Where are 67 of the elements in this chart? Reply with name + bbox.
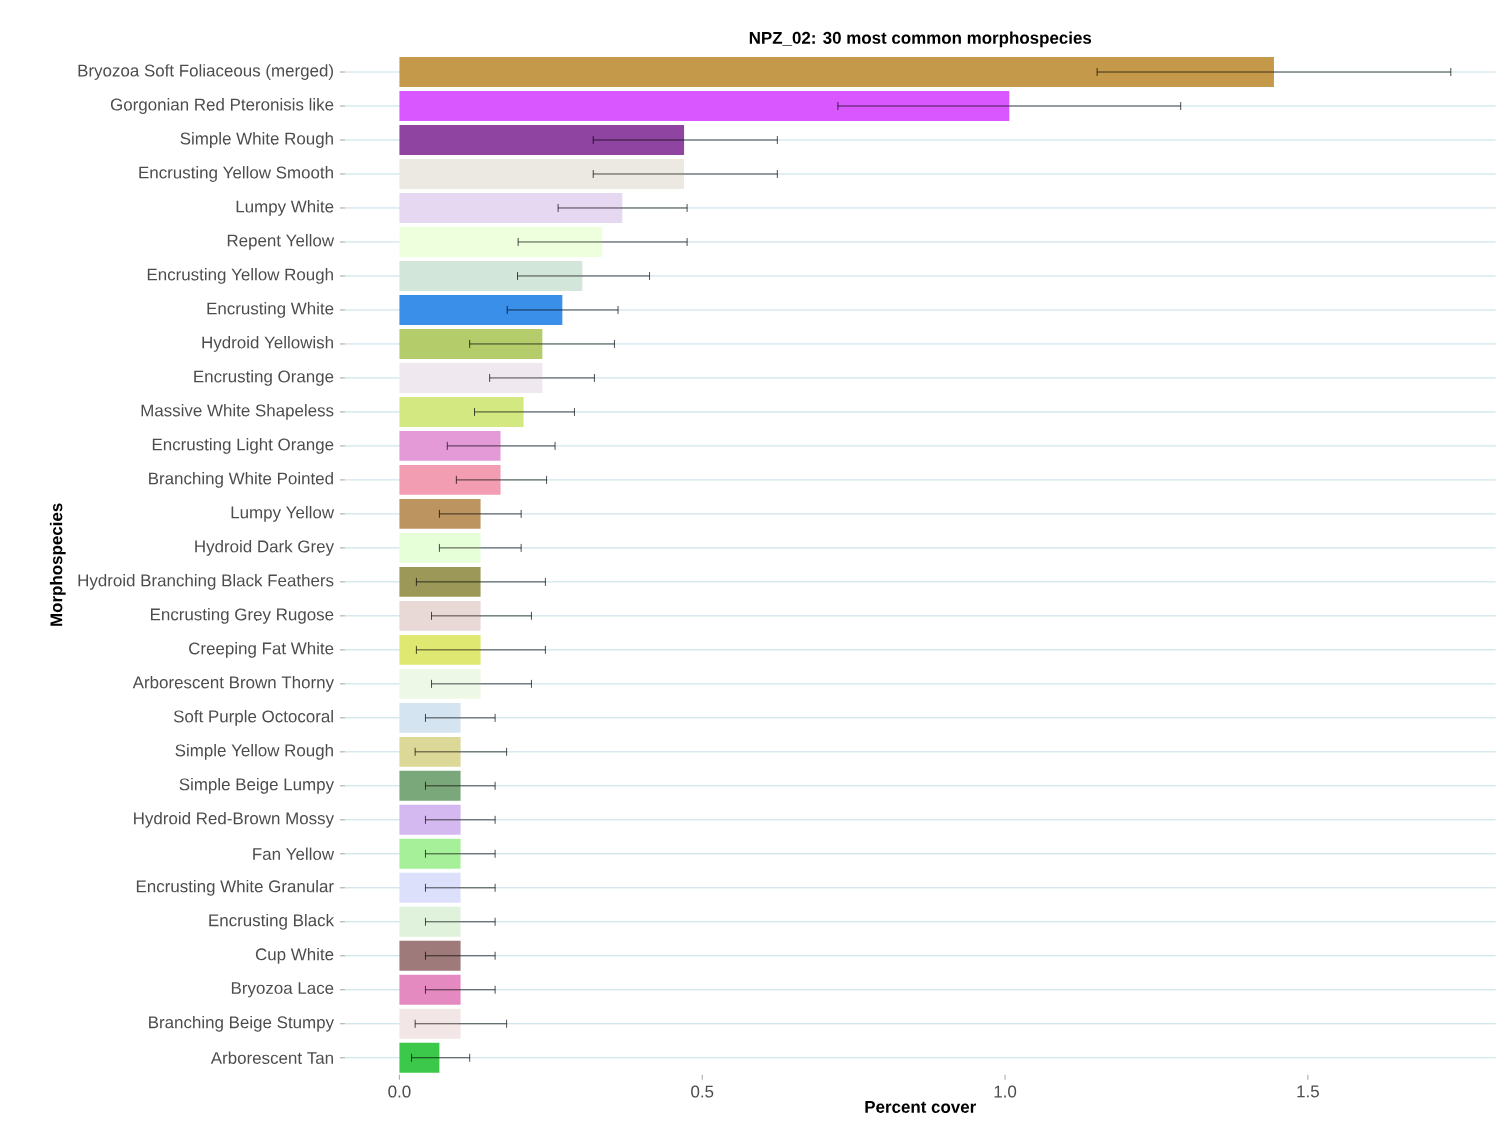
y-tick-label: Encrusting Black <box>209 914 335 930</box>
bar <box>399 635 481 665</box>
bar <box>399 499 481 529</box>
y-tick-label: Simple White Rough <box>180 132 333 149</box>
x-axis-title: Percent cover <box>865 1101 976 1114</box>
y-tick-label: Encrusting Grey Rugose <box>151 608 334 624</box>
bar <box>399 57 1274 88</box>
bar <box>399 838 461 869</box>
bar <box>399 737 461 767</box>
y-tick-label: Arborescent Brown Thorny <box>132 676 335 692</box>
bar <box>399 771 461 801</box>
x-tick-label: 0.5 <box>691 1085 714 1098</box>
x-tick-label: 1.5 <box>1297 1085 1319 1098</box>
bar <box>399 567 481 597</box>
y-tick-label: Hydroid Dark Grey <box>195 540 335 556</box>
bar <box>399 906 461 937</box>
y-tick-label: Massive White Shapeless <box>141 404 334 420</box>
bar <box>399 227 603 258</box>
y-tick-label: Simple Yellow Rough <box>175 744 333 760</box>
y-tick-label: Fan Yellow <box>253 847 335 861</box>
bar <box>399 295 563 326</box>
y-tick-label: Hydroid Yellowish <box>202 336 333 352</box>
x-tick-label: 0.0 <box>388 1085 411 1098</box>
y-tick-label: Encrusting Light Orange <box>152 438 334 454</box>
y-tick-label: Hydroid Red-Brown Mossy <box>134 812 334 828</box>
bar <box>399 431 501 462</box>
bar <box>399 193 623 224</box>
bar <box>399 465 501 496</box>
y-tick-label: Bryozoa Lace <box>231 982 334 998</box>
bar <box>399 91 1010 122</box>
bar <box>399 669 481 699</box>
y-tick-label: Encrusting Yellow Smooth <box>139 166 333 183</box>
y-tick-label: Encrusting White <box>207 302 334 318</box>
bar <box>399 533 481 563</box>
y-tick-label: Lumpy White <box>236 200 334 217</box>
bar <box>399 261 583 292</box>
bar <box>399 805 461 835</box>
bar <box>399 1042 440 1073</box>
bar <box>399 601 481 631</box>
y-tick-label: Encrusting Yellow Rough <box>147 268 333 284</box>
y-tick-label: Encrusting Orange <box>194 370 334 386</box>
y-tick-label: Hydroid Branching Black Feathers <box>78 574 334 590</box>
bar <box>399 397 524 428</box>
y-tick-label: Simple Beige Lumpy <box>179 778 334 794</box>
y-tick-label: Branching Beige Stumpy <box>149 1016 334 1032</box>
y-tick-label: Repent Yellow <box>227 234 335 251</box>
bar <box>399 703 461 733</box>
bar <box>399 974 461 1005</box>
y-tick-label: Lumpy Yellow <box>231 506 335 522</box>
y-tick-label: Bryozoa Soft Foliaceous (merged) <box>78 64 333 81</box>
y-tick-label: Arborescent Tan <box>210 1051 333 1065</box>
y-tick-label: Gorgonian Red Pteronisis like <box>110 98 334 115</box>
bar <box>399 872 461 903</box>
y-tick-label: Soft Purple Octocoral <box>173 710 333 726</box>
bar <box>399 125 685 156</box>
bar <box>399 940 461 971</box>
chart-title: NPZ_02: 30 most common morphospecies <box>749 31 1092 48</box>
bar <box>399 1008 461 1039</box>
y-tick-label: Creeping Fat White <box>189 642 334 658</box>
y-tick-label: Encrusting White Granular <box>136 880 334 896</box>
y-tick-label: Cup White <box>255 948 334 964</box>
bar <box>399 159 685 190</box>
x-tick-label: 1.0 <box>994 1085 1017 1098</box>
y-axis-title: Morphospecies <box>49 503 66 626</box>
bar <box>399 329 543 360</box>
bar <box>399 363 543 394</box>
y-tick-label: Branching White Pointed <box>149 472 333 488</box>
